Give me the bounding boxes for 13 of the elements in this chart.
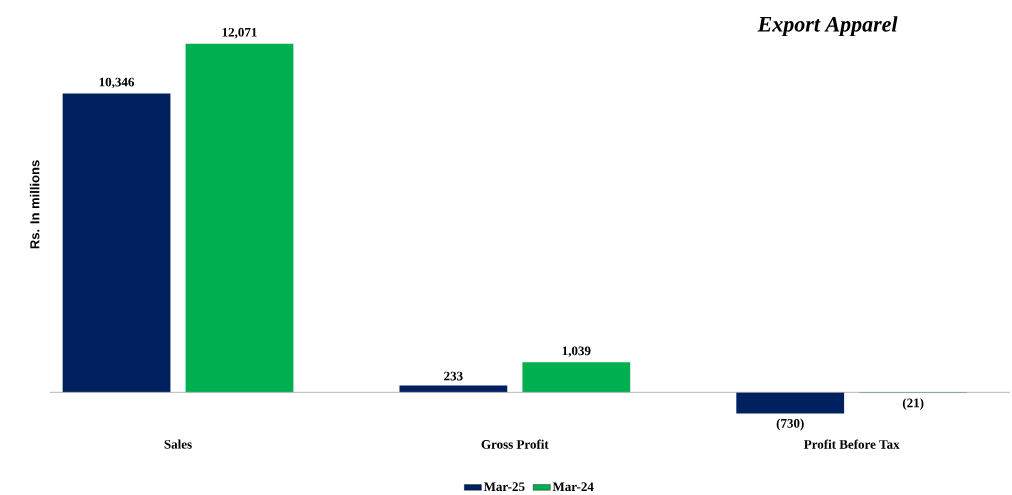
y-axis-title: Rs. In millions [29,160,40,249]
data-label: 1,039 [562,346,591,358]
data-label: (730) [776,418,804,431]
x-tick-label: Gross Profit [481,439,549,449]
data-label: 12,071 [222,27,257,39]
data-label: (21) [902,398,924,410]
data-label: 233 [444,371,463,381]
legend-label: Mar-25 [483,482,525,492]
x-tick-label: Sales [164,439,192,449]
data-label: 10,346 [99,77,135,89]
x-tick-label: Profit Before Tax [804,439,900,449]
legend-label: Mar-24 [552,482,594,492]
chart-title: Export Apparel [757,16,898,37]
